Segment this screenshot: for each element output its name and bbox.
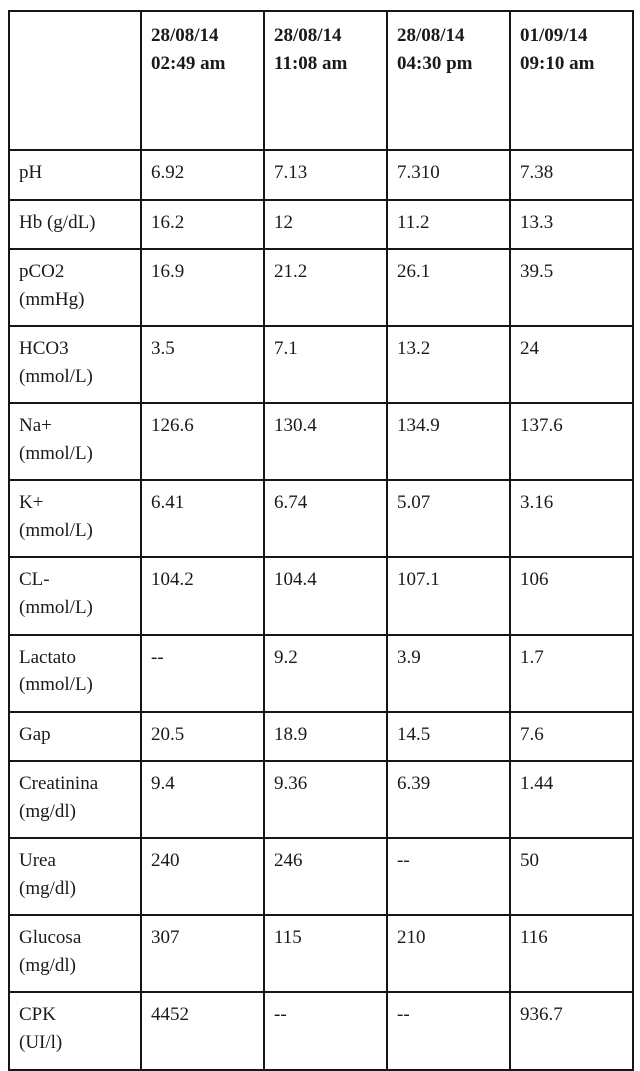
value-cell: 116 <box>509 914 634 994</box>
row-label: CL- (mmol/L) <box>8 556 142 636</box>
value-cell: 7.6 <box>509 710 634 763</box>
value-cell: 7.1 <box>263 325 388 405</box>
column-date: 28/08/14 <box>274 25 342 46</box>
row-label: pCO2 (mmHg) <box>8 248 142 328</box>
row-label: Creatinina (mg/dl) <box>8 760 142 840</box>
value-cell: 9.2 <box>263 633 388 713</box>
column-header: 01/09/14 09:10 am <box>509 10 634 151</box>
table-row: CPK (UI/l) 4452 -- -- 936.7 <box>8 991 634 1071</box>
value-cell: 307 <box>140 914 265 994</box>
value-cell: 20.5 <box>140 710 265 763</box>
value-cell: 5.07 <box>386 479 511 559</box>
table-row: Hb (g/dL) 16.2 12 11.2 13.3 <box>8 198 634 251</box>
column-header: 28/08/14 02:49 am <box>140 10 265 151</box>
value-cell: 106 <box>509 556 634 636</box>
value-cell: 6.39 <box>386 760 511 840</box>
row-label: Hb (g/dL) <box>8 198 142 251</box>
column-time: 09:10 am <box>520 52 595 74</box>
value-cell: -- <box>140 633 265 713</box>
column-header: 28/08/14 04:30 pm <box>386 10 511 151</box>
value-cell: 7.38 <box>509 149 634 201</box>
value-cell: 936.7 <box>509 991 634 1071</box>
value-cell: 137.6 <box>509 402 634 482</box>
header-row: 28/08/14 02:49 am 28/08/14 11:08 am 28/0… <box>8 10 634 151</box>
column-date: 01/09/14 <box>520 25 588 46</box>
value-cell: 9.4 <box>140 760 265 840</box>
value-cell: 3.9 <box>386 633 511 713</box>
value-cell: 18.9 <box>263 710 388 763</box>
value-cell: 7.13 <box>263 149 388 201</box>
value-cell: 126.6 <box>140 402 265 482</box>
row-label: Glucosa (mg/dl) <box>8 914 142 994</box>
value-cell: 14.5 <box>386 710 511 763</box>
value-cell: 24 <box>509 325 634 405</box>
value-cell: 1.7 <box>509 633 634 713</box>
value-cell: 11.2 <box>386 198 511 251</box>
table-row: Glucosa (mg/dl) 307 115 210 116 <box>8 914 634 994</box>
value-cell: 13.3 <box>509 198 634 251</box>
value-cell: 50 <box>509 837 634 917</box>
value-cell: 246 <box>263 837 388 917</box>
value-cell: 7.310 <box>386 149 511 201</box>
value-cell: 115 <box>263 914 388 994</box>
table-row: Lactato (mmol/L) -- 9.2 3.9 1.7 <box>8 633 634 713</box>
column-date: 28/08/14 <box>151 25 219 46</box>
value-cell: -- <box>386 837 511 917</box>
table-row: pCO2 (mmHg) 16.9 21.2 26.1 39.5 <box>8 248 634 328</box>
value-cell: -- <box>386 991 511 1071</box>
row-label: Gap <box>8 710 142 763</box>
value-cell: -- <box>263 991 388 1071</box>
row-label: HCO3 (mmol/L) <box>8 325 142 405</box>
column-header: 28/08/14 11:08 am <box>263 10 388 151</box>
row-label: CPK (UI/l) <box>8 991 142 1071</box>
table-row: Na+ (mmol/L) 126.6 130.4 134.9 137.6 <box>8 402 634 482</box>
value-cell: 107.1 <box>386 556 511 636</box>
value-cell: 6.41 <box>140 479 265 559</box>
row-label: Urea (mg/dl) <box>8 837 142 917</box>
value-cell: 21.2 <box>263 248 388 328</box>
value-cell: 16.9 <box>140 248 265 328</box>
value-cell: 12 <box>263 198 388 251</box>
column-time: 02:49 am <box>151 52 226 74</box>
value-cell: 210 <box>386 914 511 994</box>
table-row: Urea (mg/dl) 240 246 -- 50 <box>8 837 634 917</box>
value-cell: 3.16 <box>509 479 634 559</box>
corner-cell <box>8 10 142 151</box>
table-row: Gap 20.5 18.9 14.5 7.6 <box>8 710 634 763</box>
table-header: 28/08/14 02:49 am 28/08/14 11:08 am 28/0… <box>8 10 634 151</box>
value-cell: 39.5 <box>509 248 634 328</box>
value-cell: 4452 <box>140 991 265 1071</box>
value-cell: 1.44 <box>509 760 634 840</box>
value-cell: 13.2 <box>386 325 511 405</box>
value-cell: 104.4 <box>263 556 388 636</box>
column-date: 28/08/14 <box>397 25 465 46</box>
value-cell: 26.1 <box>386 248 511 328</box>
table-row: Creatinina (mg/dl) 9.4 9.36 6.39 1.44 <box>8 760 634 840</box>
value-cell: 104.2 <box>140 556 265 636</box>
value-cell: 6.92 <box>140 149 265 201</box>
row-label: K+ (mmol/L) <box>8 479 142 559</box>
value-cell: 134.9 <box>386 402 511 482</box>
value-cell: 6.74 <box>263 479 388 559</box>
value-cell: 130.4 <box>263 402 388 482</box>
row-label: pH <box>8 149 142 201</box>
table-body: pH 6.92 7.13 7.310 7.38 Hb (g/dL) 16.2 12 11.2 13… <box>8 149 634 1071</box>
value-cell: 3.5 <box>140 325 265 405</box>
column-time: 11:08 am <box>274 52 348 74</box>
table-row: pH 6.92 7.13 7.310 7.38 <box>8 149 634 201</box>
table-row: K+ (mmol/L) 6.41 6.74 5.07 3.16 <box>8 479 634 559</box>
row-label: Lactato (mmol/L) <box>8 633 142 713</box>
row-label: Na+ (mmol/L) <box>8 402 142 482</box>
value-cell: 240 <box>140 837 265 917</box>
column-time: 04:30 pm <box>397 52 473 74</box>
lab-results-table: 28/08/14 02:49 am 28/08/14 11:08 am 28/0… <box>8 10 634 1071</box>
value-cell: 9.36 <box>263 760 388 840</box>
value-cell: 16.2 <box>140 198 265 251</box>
table-row: HCO3 (mmol/L) 3.5 7.1 13.2 24 <box>8 325 634 405</box>
table-row: CL- (mmol/L) 104.2 104.4 107.1 106 <box>8 556 634 636</box>
